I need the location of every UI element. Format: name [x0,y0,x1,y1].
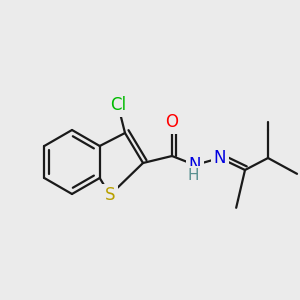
Text: N: N [214,149,226,167]
Text: N: N [189,156,201,174]
Text: H: H [187,169,199,184]
Text: Cl: Cl [110,96,126,114]
Text: O: O [166,113,178,131]
Text: S: S [105,186,115,204]
